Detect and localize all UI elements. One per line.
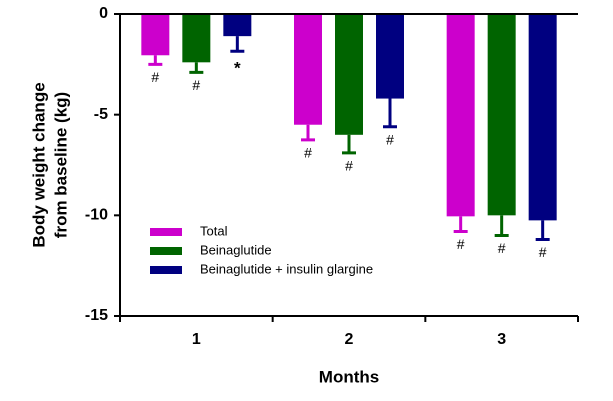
- bar: [223, 14, 252, 37]
- x-axis-title: Months: [319, 367, 379, 386]
- bar: [446, 14, 475, 217]
- annotation: #: [386, 131, 394, 147]
- bar: [376, 14, 404, 99]
- error-bar: [383, 98, 397, 129]
- error-bar-path: [383, 98, 397, 129]
- bar: [182, 14, 211, 63]
- error-bar-path: [230, 36, 245, 53]
- annotation: *: [234, 59, 241, 78]
- error-bar: [230, 36, 245, 53]
- bar: [141, 14, 170, 56]
- error-bar-path: [189, 62, 204, 74]
- legend-label: Beinaglutide: [200, 242, 272, 257]
- legend-label: Total: [200, 223, 228, 238]
- annotation: #: [457, 236, 465, 252]
- x-tick-label: 2: [345, 331, 354, 348]
- annotation: #: [345, 158, 353, 174]
- legend-label: Beinaglutide + insulin glargine: [200, 261, 373, 276]
- y-axis-title: Body weight change from baseline (kg): [29, 82, 70, 247]
- legend-swatch: [150, 266, 182, 274]
- y-tick-label: 0: [99, 5, 108, 22]
- error-bar-path: [535, 220, 550, 241]
- y-tick-label: -5: [94, 106, 108, 123]
- annotation: #: [151, 69, 159, 85]
- error-bar: [301, 124, 315, 142]
- error-bar: [342, 134, 356, 155]
- bar: [335, 14, 363, 135]
- legend-swatch: [150, 228, 182, 236]
- x-tick-label: 3: [497, 331, 506, 348]
- error-bar: [453, 216, 468, 233]
- error-bar: [148, 55, 163, 66]
- bar: [528, 14, 557, 221]
- annotation: #: [304, 145, 312, 161]
- error-bar: [189, 62, 204, 74]
- annotation: #: [539, 244, 547, 260]
- bar: [487, 14, 516, 216]
- error-bar-path: [494, 215, 509, 237]
- annotation: #: [498, 240, 506, 256]
- bar: [294, 14, 322, 125]
- y-axis-title-line: from baseline (kg): [51, 92, 70, 238]
- error-bar-path: [342, 134, 356, 155]
- y-tick-label: -15: [85, 307, 108, 324]
- x-tick-label: 1: [192, 331, 201, 348]
- legend-swatch: [150, 247, 182, 255]
- y-axis-title-line: Body weight change: [29, 82, 48, 247]
- error-bar: [494, 215, 509, 237]
- annotation: #: [192, 77, 200, 93]
- error-bar-path: [148, 55, 163, 66]
- error-bar-path: [301, 124, 315, 142]
- error-bar-path: [453, 216, 468, 233]
- y-tick-label: -10: [85, 207, 108, 224]
- error-bar: [535, 220, 550, 241]
